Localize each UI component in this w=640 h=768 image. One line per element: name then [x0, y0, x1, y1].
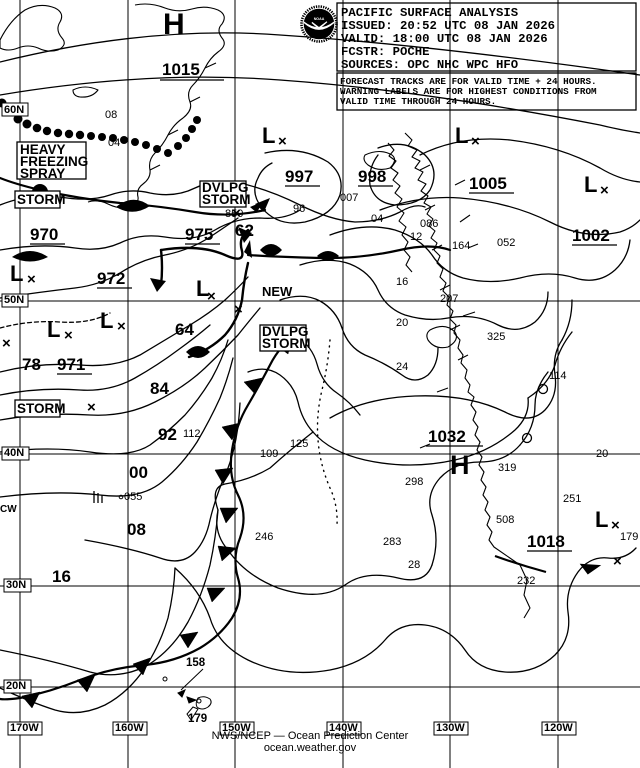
- svg-text:L: L: [47, 317, 60, 342]
- svg-text:007: 007: [340, 192, 358, 204]
- svg-text:164: 164: [452, 240, 470, 252]
- svg-text:16: 16: [396, 276, 408, 288]
- svg-text:×: ×: [613, 553, 622, 570]
- svg-text:H: H: [163, 8, 185, 41]
- svg-text:08: 08: [127, 520, 146, 539]
- svg-text:114: 114: [549, 370, 567, 382]
- svg-text:STORM: STORM: [262, 336, 311, 351]
- svg-text:251: 251: [563, 493, 581, 505]
- svg-text:78: 78: [22, 355, 41, 374]
- svg-text:84: 84: [150, 379, 169, 398]
- svg-text:055: 055: [124, 491, 142, 503]
- svg-text:1002: 1002: [572, 226, 610, 245]
- svg-text:508: 508: [496, 514, 514, 526]
- svg-text:120W: 120W: [544, 722, 573, 734]
- svg-text:×: ×: [600, 182, 609, 199]
- svg-text:92: 92: [158, 425, 177, 444]
- svg-text:130W: 130W: [436, 722, 465, 734]
- svg-text:CW: CW: [0, 504, 17, 515]
- svg-text:246: 246: [255, 531, 273, 543]
- svg-text:L: L: [455, 123, 468, 148]
- svg-text:×: ×: [64, 327, 73, 344]
- svg-text:SPRAY: SPRAY: [20, 166, 65, 181]
- svg-text:975: 975: [185, 225, 213, 244]
- svg-text:04: 04: [371, 213, 383, 225]
- svg-text:NEW: NEW: [262, 284, 293, 299]
- svg-text:232: 232: [517, 575, 535, 587]
- svg-text:1032: 1032: [428, 427, 466, 446]
- svg-text:VALID: 18:00 UTC 08 JAN 2026: VALID: 18:00 UTC 08 JAN 2026: [341, 32, 548, 46]
- svg-text:970: 970: [30, 225, 58, 244]
- svg-text:STORM: STORM: [17, 401, 66, 416]
- svg-text:H: H: [450, 450, 470, 480]
- svg-text:ocean.weather.gov: ocean.weather.gov: [264, 742, 357, 754]
- svg-text:04: 04: [108, 137, 120, 149]
- svg-text:L: L: [262, 123, 275, 148]
- svg-text:50N: 50N: [4, 294, 24, 306]
- svg-text:998: 998: [358, 167, 386, 186]
- svg-text:96: 96: [293, 203, 305, 215]
- svg-text:170W: 170W: [10, 722, 39, 734]
- svg-text:×: ×: [87, 399, 96, 416]
- svg-text:NOAA: NOAA: [314, 17, 325, 21]
- svg-text:62: 62: [235, 221, 254, 240]
- svg-text:VALID TIME THROUGH 24 HOURS.: VALID TIME THROUGH 24 HOURS.: [340, 96, 496, 107]
- svg-text:997: 997: [285, 167, 313, 186]
- svg-text:SOURCES: OPC NHC WPC HFO: SOURCES: OPC NHC WPC HFO: [341, 58, 518, 72]
- svg-text:PACIFIC SURFACE ANALYSIS: PACIFIC SURFACE ANALYSIS: [341, 6, 518, 20]
- svg-text:179: 179: [188, 713, 207, 725]
- svg-text:L: L: [584, 172, 597, 197]
- svg-text:×: ×: [611, 517, 620, 534]
- svg-text:×: ×: [2, 335, 11, 352]
- svg-text:×: ×: [278, 133, 287, 150]
- svg-text:086: 086: [420, 218, 438, 230]
- svg-text:×: ×: [27, 271, 36, 288]
- svg-text:00: 00: [129, 463, 148, 482]
- svg-text:ISSUED: 20:52 UTC 08 JAN 2026: ISSUED: 20:52 UTC 08 JAN 2026: [341, 19, 555, 33]
- svg-text:112: 112: [183, 428, 201, 440]
- svg-text:L: L: [595, 507, 608, 532]
- svg-text:×: ×: [207, 288, 216, 305]
- svg-text:16: 16: [52, 567, 71, 586]
- svg-text:1018: 1018: [527, 532, 565, 551]
- svg-text:109: 109: [260, 448, 278, 460]
- svg-text:207: 207: [440, 293, 458, 305]
- svg-text:319: 319: [498, 462, 516, 474]
- svg-text:12: 12: [410, 231, 422, 243]
- svg-text:971: 971: [57, 355, 85, 374]
- svg-text:L: L: [10, 261, 23, 286]
- svg-text:STORM: STORM: [202, 192, 251, 207]
- svg-text:160W: 160W: [115, 722, 144, 734]
- svg-text:24: 24: [396, 361, 408, 373]
- svg-text:850: 850: [225, 208, 243, 220]
- svg-text:20: 20: [596, 448, 608, 460]
- svg-text:1015: 1015: [162, 60, 200, 79]
- svg-text:L: L: [100, 308, 113, 333]
- svg-text:125: 125: [290, 438, 308, 450]
- svg-text:STORM: STORM: [17, 192, 66, 207]
- svg-text:298: 298: [405, 476, 423, 488]
- svg-text:972: 972: [97, 269, 125, 288]
- svg-text:052: 052: [497, 237, 515, 249]
- svg-text:×: ×: [234, 301, 243, 318]
- svg-text:325: 325: [487, 331, 505, 343]
- svg-text:NWS/NCEP — Ocean Prediction Ce: NWS/NCEP — Ocean Prediction Center: [212, 730, 409, 742]
- svg-text:158: 158: [186, 657, 206, 669]
- svg-text:1005: 1005: [469, 174, 507, 193]
- svg-text:40N: 40N: [4, 447, 24, 459]
- svg-text:20N: 20N: [6, 680, 26, 692]
- svg-text:30N: 30N: [6, 579, 26, 591]
- svg-text:60N: 60N: [4, 104, 24, 116]
- svg-text:283: 283: [383, 536, 401, 548]
- svg-text:20: 20: [396, 317, 408, 329]
- svg-text:179: 179: [620, 531, 638, 543]
- svg-text:×: ×: [117, 318, 126, 335]
- svg-text:×: ×: [471, 133, 480, 150]
- svg-text:28: 28: [408, 559, 420, 571]
- svg-text:08: 08: [105, 109, 117, 121]
- svg-text:64: 64: [175, 320, 194, 339]
